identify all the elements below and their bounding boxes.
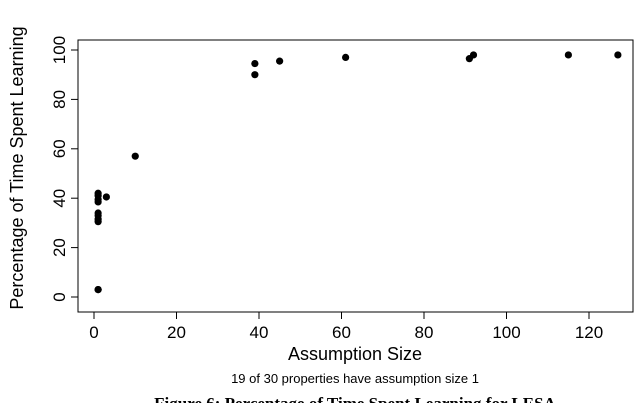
x-axis-title: Assumption Size xyxy=(288,344,422,364)
x-tick-label: 60 xyxy=(332,323,351,342)
y-tick-label: 40 xyxy=(50,189,69,208)
y-tick-label: 20 xyxy=(50,238,69,257)
y-tick-label: 60 xyxy=(50,139,69,158)
y-axis-title: Percentage of Time Spent Learning xyxy=(7,26,27,309)
data-point xyxy=(251,71,259,79)
y-tick-label: 0 xyxy=(50,292,69,301)
data-point xyxy=(94,189,102,197)
data-point xyxy=(251,59,259,68)
x-tick-label: 100 xyxy=(492,323,520,342)
figure-caption: Figure 6: Percentage of Time Spent Learn… xyxy=(154,394,556,403)
x-tick-label: 120 xyxy=(575,323,603,342)
plot-frame xyxy=(77,39,634,313)
y-tick-label: 100 xyxy=(50,36,69,64)
data-point xyxy=(131,152,139,160)
x-tick-label: 0 xyxy=(89,323,98,342)
data-point xyxy=(564,51,572,59)
data-point xyxy=(94,209,102,217)
data-point xyxy=(469,51,478,59)
x-tick-label: 20 xyxy=(167,323,186,342)
x-axis: 0 20 40 60 80 100 120 xyxy=(89,312,603,342)
data-point xyxy=(342,53,350,62)
data-points xyxy=(94,51,622,294)
x-tick-label: 40 xyxy=(250,323,269,342)
data-point xyxy=(102,193,110,201)
assumption-note: 19 of 30 properties have assumption size… xyxy=(231,371,479,386)
x-tick-label: 80 xyxy=(415,323,434,342)
data-point xyxy=(276,57,284,65)
data-point xyxy=(94,285,102,294)
y-tick-label: 80 xyxy=(50,90,69,109)
y-axis: 0 20 40 60 80 100 xyxy=(50,36,78,302)
data-point xyxy=(614,51,622,59)
